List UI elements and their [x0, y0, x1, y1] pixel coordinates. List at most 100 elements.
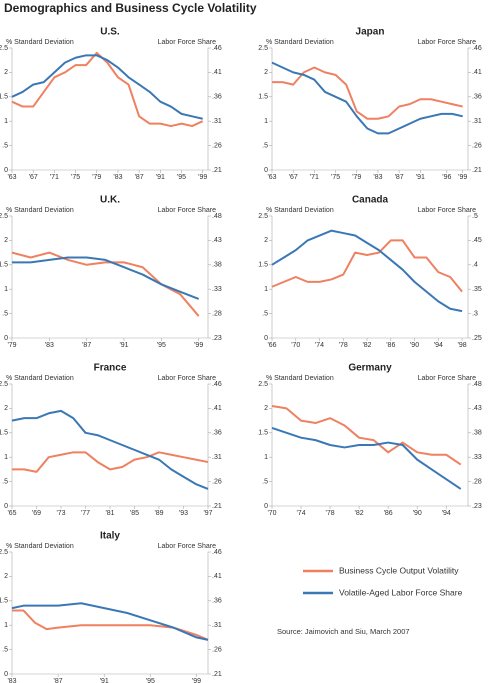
y2-tick-label: .25	[472, 335, 482, 342]
y-axis-label: % Standard Deviation	[6, 543, 74, 550]
y-tick-label: .5	[2, 142, 8, 149]
y-tick-label: 1	[264, 286, 268, 293]
y2-tick-label: .41	[212, 405, 222, 412]
series-line	[12, 451, 209, 473]
y-tick-label: .5	[2, 478, 8, 485]
y-tick-label: .5	[262, 478, 268, 485]
y2-tick-label: .48	[212, 213, 222, 220]
x-tick-label: '99	[194, 342, 203, 349]
y2-tick-label: .26	[212, 142, 222, 149]
series-line	[272, 66, 463, 120]
x-tick-label: '90	[413, 510, 422, 517]
y2-tick-label: .26	[472, 142, 482, 149]
y-axis-label: % Standard Deviation	[266, 207, 334, 214]
chart-title: Japan	[356, 27, 385, 38]
y2-tick-label: .26	[212, 478, 222, 485]
y2-axis-label: Labor Force Share	[418, 207, 476, 214]
series-line	[11, 602, 209, 641]
x-tick-label: '95	[157, 342, 166, 349]
x-tick-label: '86	[386, 342, 395, 349]
y-tick-label: 2.5	[0, 381, 8, 388]
y-tick-label: 1	[4, 454, 8, 461]
y-tick-label: 2.5	[258, 381, 268, 388]
y2-tick-label: .31	[212, 118, 222, 125]
x-tick-label: '70	[291, 342, 300, 349]
x-tick-label: '89	[154, 510, 163, 517]
series-line	[11, 409, 209, 490]
y2-tick-label: .21	[472, 167, 482, 174]
y2-tick-label: .46	[212, 381, 222, 388]
x-tick-label: '71	[50, 174, 59, 181]
y2-tick-label: .3	[472, 310, 478, 317]
series-line	[12, 609, 209, 641]
y2-tick-label: .21	[212, 671, 222, 678]
y-tick-label: 2.5	[0, 549, 8, 556]
y2-tick-label: .41	[212, 69, 222, 76]
chart-title: Canada	[352, 195, 389, 206]
y-tick-label: 1.5	[258, 94, 268, 101]
x-tick-label: '91	[100, 678, 109, 683]
x-tick-label: '86	[384, 510, 393, 517]
x-tick-label: '63	[7, 174, 16, 181]
y-tick-label: 1	[4, 118, 8, 125]
series-line	[271, 239, 463, 293]
x-tick-label: '83	[7, 678, 16, 683]
y-axis-label: % Standard Deviation	[6, 375, 74, 382]
y2-axis-label: Labor Force Share	[158, 207, 216, 214]
chart-title: Italy	[100, 531, 120, 542]
chart-title: Germany	[348, 363, 392, 374]
y2-tick-label: .36	[472, 94, 482, 101]
x-tick-label: '63	[267, 174, 276, 181]
y-tick-label: 2	[4, 69, 8, 76]
y-tick-label: 1.5	[0, 598, 8, 605]
x-tick-label: '91	[416, 174, 425, 181]
y2-tick-label: .36	[212, 430, 222, 437]
x-tick-label: '94	[442, 510, 451, 517]
y2-tick-label: .43	[212, 237, 222, 244]
y-tick-label: 0	[4, 335, 8, 342]
x-tick-label: '77	[81, 510, 90, 517]
series-line	[271, 404, 462, 466]
y-tick-label: 0	[4, 503, 8, 510]
x-tick-label: '91	[119, 342, 128, 349]
x-tick-label: '99	[198, 174, 207, 181]
y2-tick-label: .43	[472, 405, 482, 412]
x-tick-label: '99	[192, 678, 201, 683]
x-tick-label: '79	[92, 174, 101, 181]
x-tick-label: '91	[156, 174, 165, 181]
y-tick-label: 1	[264, 454, 268, 461]
y-tick-label: 2.5	[0, 213, 8, 220]
y2-tick-label: .26	[212, 646, 222, 653]
y-tick-label: 1	[264, 118, 268, 125]
y2-tick-label: .33	[472, 454, 482, 461]
x-tick-label: '69	[32, 510, 41, 517]
x-tick-label: '87	[82, 342, 91, 349]
y-tick-label: .5	[2, 646, 8, 653]
y2-tick-label: .46	[212, 549, 222, 556]
source-note: Source: Jaimovich and Siu, March 2007	[277, 627, 410, 636]
y2-tick-label: .28	[212, 310, 222, 317]
x-tick-label: '87	[54, 678, 63, 683]
y2-tick-label: .28	[472, 478, 482, 485]
y-axis-label: % Standard Deviation	[6, 39, 74, 46]
x-tick-label: '79	[352, 174, 361, 181]
y2-tick-label: .21	[212, 167, 222, 174]
x-tick-label: '65	[7, 510, 16, 517]
x-tick-label: '97	[203, 510, 212, 517]
y2-axis-label: Labor Force Share	[418, 39, 476, 46]
legend-label: Volatile-Aged Labor Force Share	[339, 587, 463, 597]
series-line	[11, 54, 203, 120]
series-line	[271, 61, 463, 135]
y-axis-label: % Standard Deviation	[266, 375, 334, 382]
series-line	[271, 426, 462, 490]
y2-tick-label: .46	[212, 45, 222, 52]
y-tick-label: .5	[262, 142, 268, 149]
y-tick-label: 1	[4, 622, 8, 629]
series-line	[271, 229, 463, 313]
x-tick-label: '85	[130, 510, 139, 517]
chart-title: U.K.	[100, 195, 120, 206]
x-tick-label: '87	[395, 174, 404, 181]
y2-tick-label: .21	[212, 503, 222, 510]
x-tick-label: '87	[135, 174, 144, 181]
y-tick-label: 1.5	[258, 262, 268, 269]
